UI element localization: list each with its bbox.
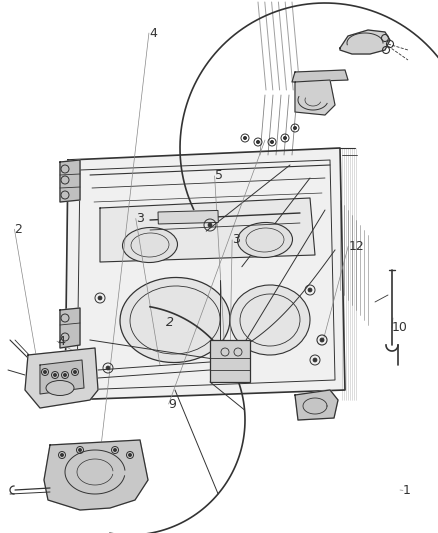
Text: 10: 10	[392, 321, 408, 334]
Polygon shape	[44, 440, 148, 510]
Ellipse shape	[46, 381, 74, 395]
Text: 1: 1	[403, 484, 411, 497]
Circle shape	[60, 454, 64, 456]
Text: 2: 2	[14, 223, 22, 236]
Text: 12: 12	[348, 240, 364, 253]
Polygon shape	[25, 348, 98, 408]
Polygon shape	[295, 390, 338, 420]
Circle shape	[64, 374, 67, 376]
Bar	[210, 340, 250, 382]
Circle shape	[244, 136, 247, 140]
Circle shape	[53, 374, 57, 376]
Polygon shape	[340, 30, 390, 54]
Polygon shape	[100, 198, 315, 262]
Circle shape	[98, 296, 102, 300]
Circle shape	[313, 358, 317, 362]
Circle shape	[257, 141, 259, 143]
Text: 5: 5	[215, 169, 223, 182]
Circle shape	[78, 448, 81, 451]
Polygon shape	[65, 148, 345, 400]
Polygon shape	[60, 308, 80, 348]
Circle shape	[308, 288, 312, 292]
Text: 4: 4	[149, 27, 157, 39]
Circle shape	[293, 126, 297, 130]
Ellipse shape	[120, 278, 230, 362]
Ellipse shape	[123, 228, 177, 263]
Circle shape	[113, 448, 117, 451]
Bar	[158, 211, 218, 224]
Polygon shape	[40, 360, 84, 394]
Text: 3: 3	[232, 233, 240, 246]
Circle shape	[208, 223, 212, 227]
Text: 9: 9	[169, 398, 177, 410]
Polygon shape	[295, 80, 335, 115]
Circle shape	[128, 454, 131, 456]
Polygon shape	[292, 70, 348, 82]
Text: 2: 2	[166, 316, 174, 328]
Circle shape	[271, 141, 273, 143]
Polygon shape	[60, 160, 80, 202]
Ellipse shape	[230, 285, 310, 355]
Circle shape	[106, 366, 110, 370]
Circle shape	[74, 370, 77, 374]
Text: 4: 4	[57, 335, 65, 348]
Text: 3: 3	[136, 212, 144, 225]
Ellipse shape	[237, 222, 293, 257]
Circle shape	[320, 338, 324, 342]
Circle shape	[283, 136, 286, 140]
Circle shape	[43, 370, 46, 374]
